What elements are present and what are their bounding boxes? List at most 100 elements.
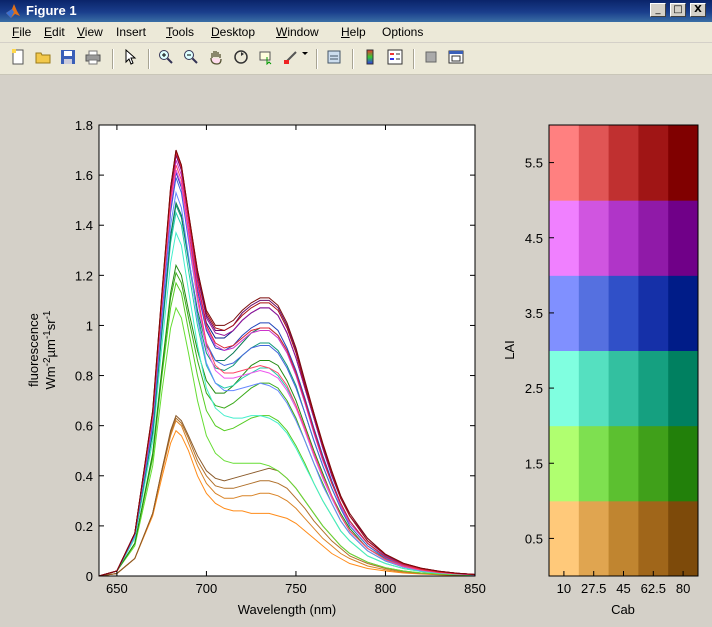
spectrum-y-ticks: 0 0.2 0.4 0.6 0.8 1 1.2 1.4 1.6 1.8	[75, 118, 475, 584]
data-cursor-icon[interactable]	[258, 49, 278, 69]
y-tick-label: 0.6	[75, 419, 93, 434]
open-folder-icon[interactable]	[35, 49, 55, 69]
window-titlebar[interactable]: Figure 1 _ □ X	[0, 0, 712, 22]
show-plot-tools-icon[interactable]	[448, 49, 468, 69]
heatmap-cell	[578, 125, 610, 201]
heat-x-tick-label: 27.5	[581, 581, 606, 596]
pointer-icon[interactable]	[122, 49, 142, 69]
menu-view[interactable]: View	[77, 25, 103, 39]
x-tick-label: 850	[464, 581, 486, 596]
figure-toolbar	[0, 43, 712, 75]
heatmap-cell	[549, 125, 580, 201]
x-tick-label: 700	[196, 581, 218, 596]
spectrum-axes-box	[98, 124, 476, 577]
print-icon[interactable]	[85, 49, 105, 69]
y-tick-label: 1.6	[75, 168, 93, 183]
spectrum-line-13	[98, 177, 476, 577]
heat-y-tick-label: 5.5	[525, 156, 543, 171]
spectrum-line-4	[98, 306, 476, 577]
heatmap-cell	[608, 275, 639, 351]
menu-edit[interactable]: Edit	[44, 25, 65, 39]
matlab-logo-icon	[6, 4, 20, 18]
spectrum-y-label-line1: fluorescence	[26, 313, 41, 387]
y-tick-label: 0.2	[75, 519, 93, 534]
heat-x-tick-label: 62.5	[641, 581, 666, 596]
x-tick-label: 800	[375, 581, 397, 596]
save-icon[interactable]	[60, 49, 80, 69]
x-tick-label: 650	[106, 581, 128, 596]
heatmap-cell	[578, 425, 610, 502]
toolbar-separator	[352, 49, 354, 69]
zoom-out-icon[interactable]	[183, 49, 203, 69]
rotate-3d-icon[interactable]	[233, 49, 253, 69]
y-tick-label: 0.4	[75, 469, 93, 484]
heatmap-cell	[578, 500, 610, 577]
menu-tools[interactable]: Tools	[166, 25, 195, 39]
legend-icon[interactable]	[387, 49, 407, 69]
heatmap-cells	[549, 125, 699, 577]
menu-window[interactable]: Window	[276, 25, 319, 39]
heatmap-cell	[549, 350, 580, 427]
heatmap-cell	[668, 500, 699, 577]
heat-y-tick-label: 4.5	[525, 231, 543, 246]
heat-y-tick-label: 3.5	[525, 306, 543, 321]
spectrum-series-group	[98, 149, 476, 577]
menu-desktop[interactable]: Desktop	[211, 25, 256, 39]
heatmap-cell	[578, 350, 610, 427]
spectrum-axes[interactable]: 650 700 750 800 850 0 0.2 0.4 0.6 0.8 1 1.2 1.4 1.6 1…	[26, 118, 486, 617]
heatmap-x-ticks: 10 27.5 45 62.5 80	[557, 571, 690, 596]
toolbar-separator	[148, 49, 150, 69]
heatmap-cell	[638, 125, 669, 201]
heatmap-cell	[549, 200, 580, 276]
heatmap-cell	[668, 200, 699, 276]
heatmap-cell	[638, 425, 669, 502]
menu-help[interactable]: Help	[341, 25, 366, 39]
toolbar-separator	[413, 49, 415, 69]
window-title: Figure 1	[26, 3, 77, 18]
menu-insert[interactable]: Insert	[116, 25, 147, 39]
pan-hand-icon[interactable]	[208, 49, 228, 69]
heatmap-cell	[638, 500, 669, 577]
heatmap-x-label: Cab	[611, 602, 635, 617]
dropdown-arrow-icon[interactable]	[301, 49, 311, 69]
zoom-in-icon[interactable]	[158, 49, 178, 69]
link-plot-icon[interactable]	[326, 49, 346, 69]
x-tick-label: 750	[285, 581, 307, 596]
y-tick-label: 1.4	[75, 218, 93, 233]
heatmap-cell	[668, 425, 699, 502]
heat-x-tick-label: 45	[616, 581, 630, 596]
new-file-icon[interactable]	[10, 49, 30, 69]
heatmap-cell	[638, 275, 669, 351]
brush-icon[interactable]	[283, 49, 303, 69]
heatmap-cell	[549, 425, 580, 502]
heatmap-cell	[668, 125, 699, 201]
heat-y-tick-label: 0.5	[525, 531, 543, 546]
menu-bar: File Edit View Insert Tools Desktop Wind…	[0, 22, 712, 43]
heatmap-cell	[638, 350, 669, 427]
maximize-button[interactable]: □	[670, 3, 686, 17]
hide-plot-tools-icon[interactable]	[423, 49, 443, 69]
y-tick-label: 1.2	[75, 268, 93, 283]
lai-cab-heatmap-axes[interactable]: 10 27.5 45 62.5 80 0.5 1.5 2.5 3.5 4.5 5.5 Cab LA…	[502, 124, 699, 617]
heatmap-cell	[608, 425, 639, 502]
heat-y-tick-label: 1.5	[525, 456, 543, 471]
menu-options[interactable]: Options	[382, 25, 424, 39]
spectrum-line-0	[98, 429, 476, 577]
heatmap-y-ticks: 0.5 1.5 2.5 3.5 4.5 5.5	[525, 156, 554, 546]
menu-file[interactable]: File	[12, 25, 32, 39]
colorbar-icon[interactable]	[362, 49, 382, 69]
spectrum-line-1	[98, 419, 476, 577]
spectrum-y-label-line2: Wm-2µm-1sr-1	[42, 310, 59, 389]
spectrum-line-12	[98, 190, 476, 577]
minimize-button[interactable]: _	[650, 3, 666, 17]
spectrum-line-20	[98, 164, 476, 577]
close-button[interactable]: X	[690, 3, 706, 17]
heatmap-cell	[608, 125, 639, 201]
heatmap-cell	[578, 200, 610, 276]
y-tick-label: 0.8	[75, 369, 93, 384]
toolbar-separator	[316, 49, 318, 69]
heatmap-cell	[549, 500, 580, 577]
heatmap-cell	[638, 200, 669, 276]
heatmap-cell	[608, 500, 639, 577]
